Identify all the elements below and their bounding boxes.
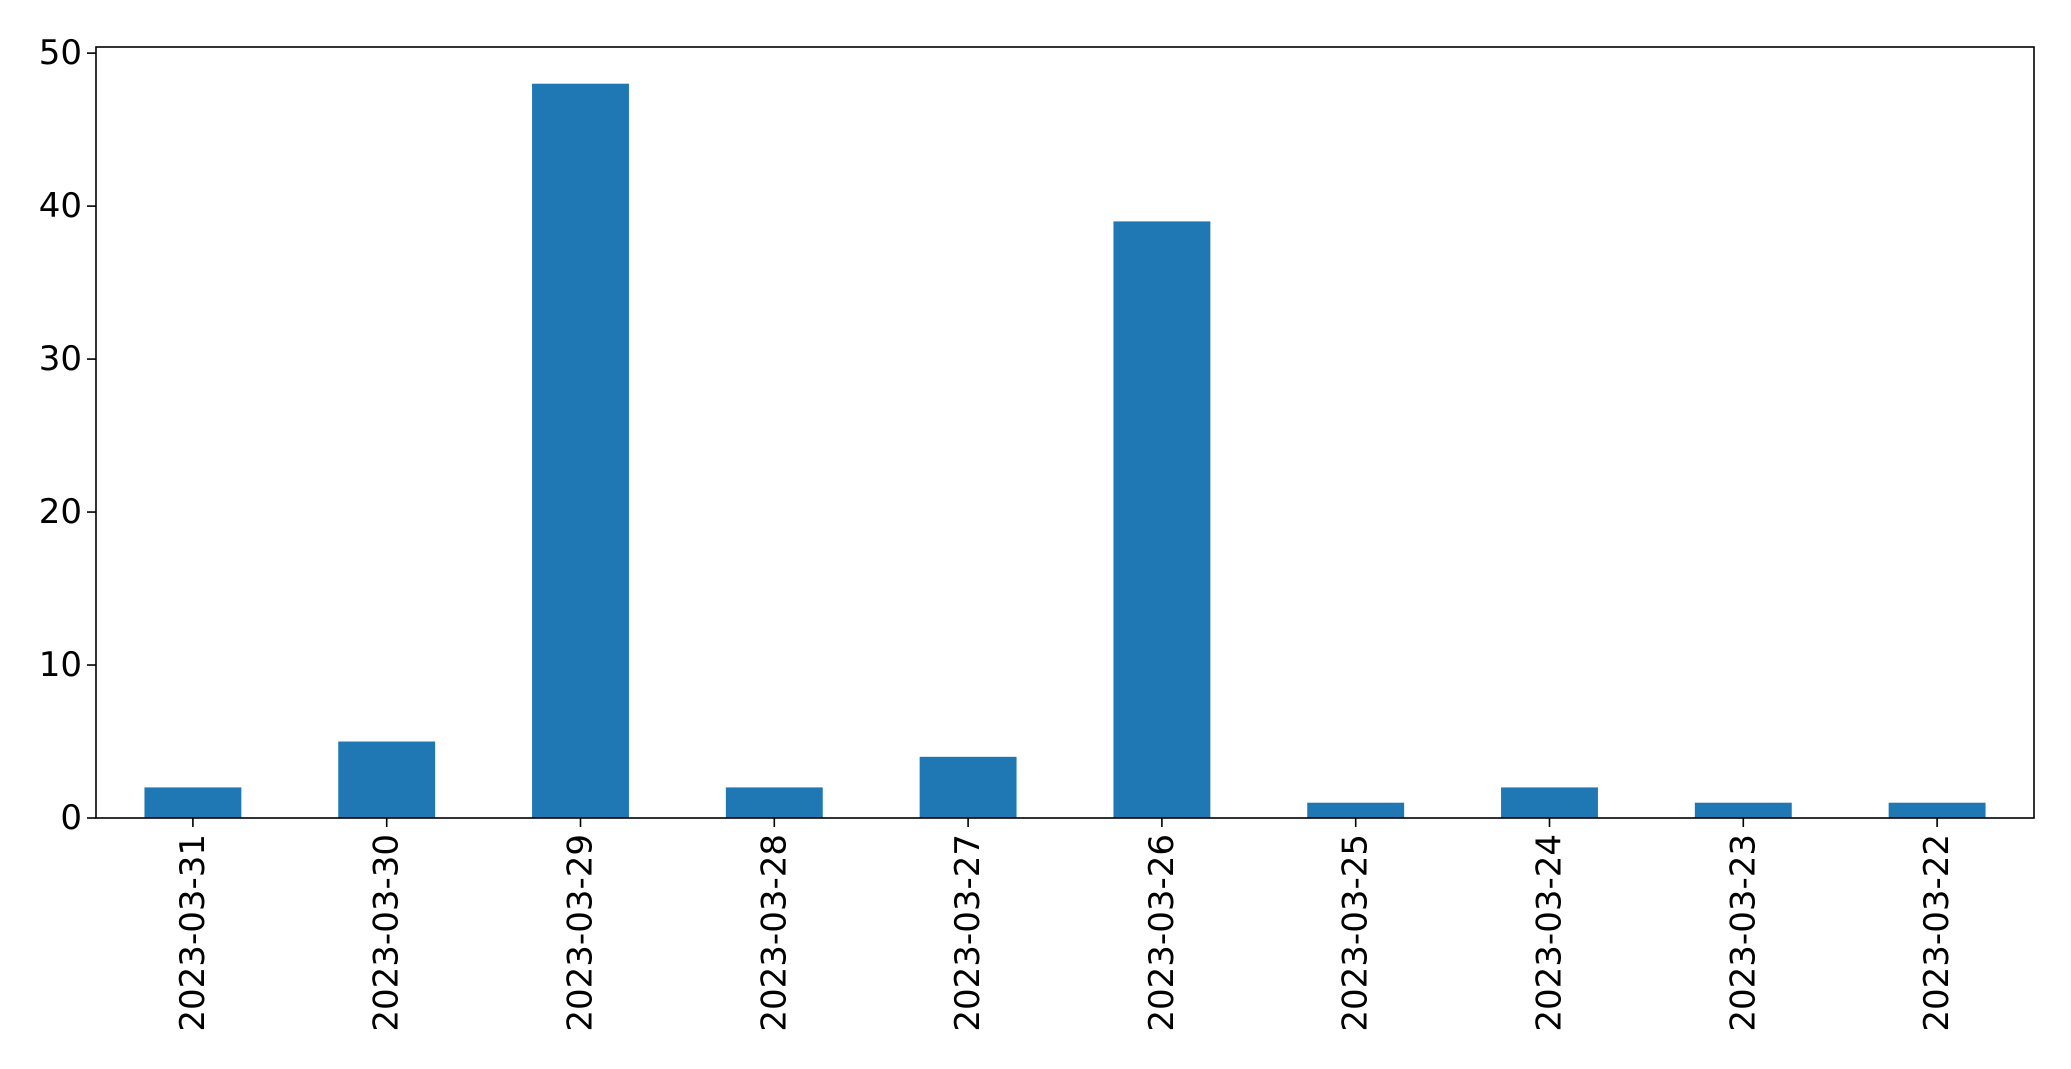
y-tick-label: 40 [39, 186, 82, 226]
x-tick-label: 2023-03-27 [948, 834, 988, 1032]
bar-2023-03-29 [532, 83, 629, 818]
x-tick-label: 2023-03-24 [1530, 834, 1570, 1032]
y-tick-label: 50 [39, 33, 82, 73]
x-tick-label: 2023-03-28 [754, 834, 794, 1032]
bar-2023-03-22 [1888, 802, 1986, 818]
bar-2023-03-30 [338, 741, 436, 818]
plot-frame [95, 46, 2035, 819]
x-tick-label: 2023-03-30 [367, 834, 407, 1032]
bars-group [144, 83, 1986, 819]
y-tick-label: 20 [39, 492, 82, 532]
x-axis: 2023-03-31 2023-03-30 2023-03-29 2023-03-28… [173, 818, 1957, 1032]
x-tick-label: 2023-03-23 [1723, 834, 1763, 1032]
y-tick-label: 10 [39, 645, 82, 685]
bar-2023-03-27 [919, 756, 1017, 818]
x-tick-label: 2023-03-29 [561, 834, 601, 1032]
x-tick-label: 2023-03-31 [173, 834, 213, 1032]
x-tick-label: 2023-03-22 [1917, 834, 1957, 1032]
x-tick-label: 2023-03-25 [1336, 834, 1376, 1032]
x-tick-label: 2023-03-26 [1142, 834, 1182, 1032]
y-tick-label: 30 [39, 339, 82, 379]
bar-2023-03-25 [1307, 802, 1405, 818]
y-axis: 0 10 20 30 40 50 [39, 33, 96, 838]
bar-2023-03-28 [725, 787, 823, 818]
bar-2023-03-23 [1694, 802, 1792, 818]
bar-2023-03-31 [144, 787, 242, 818]
y-tick-label: 0 [60, 798, 82, 838]
bar-2023-03-24 [1501, 787, 1598, 818]
bar-2023-03-26 [1113, 221, 1211, 819]
